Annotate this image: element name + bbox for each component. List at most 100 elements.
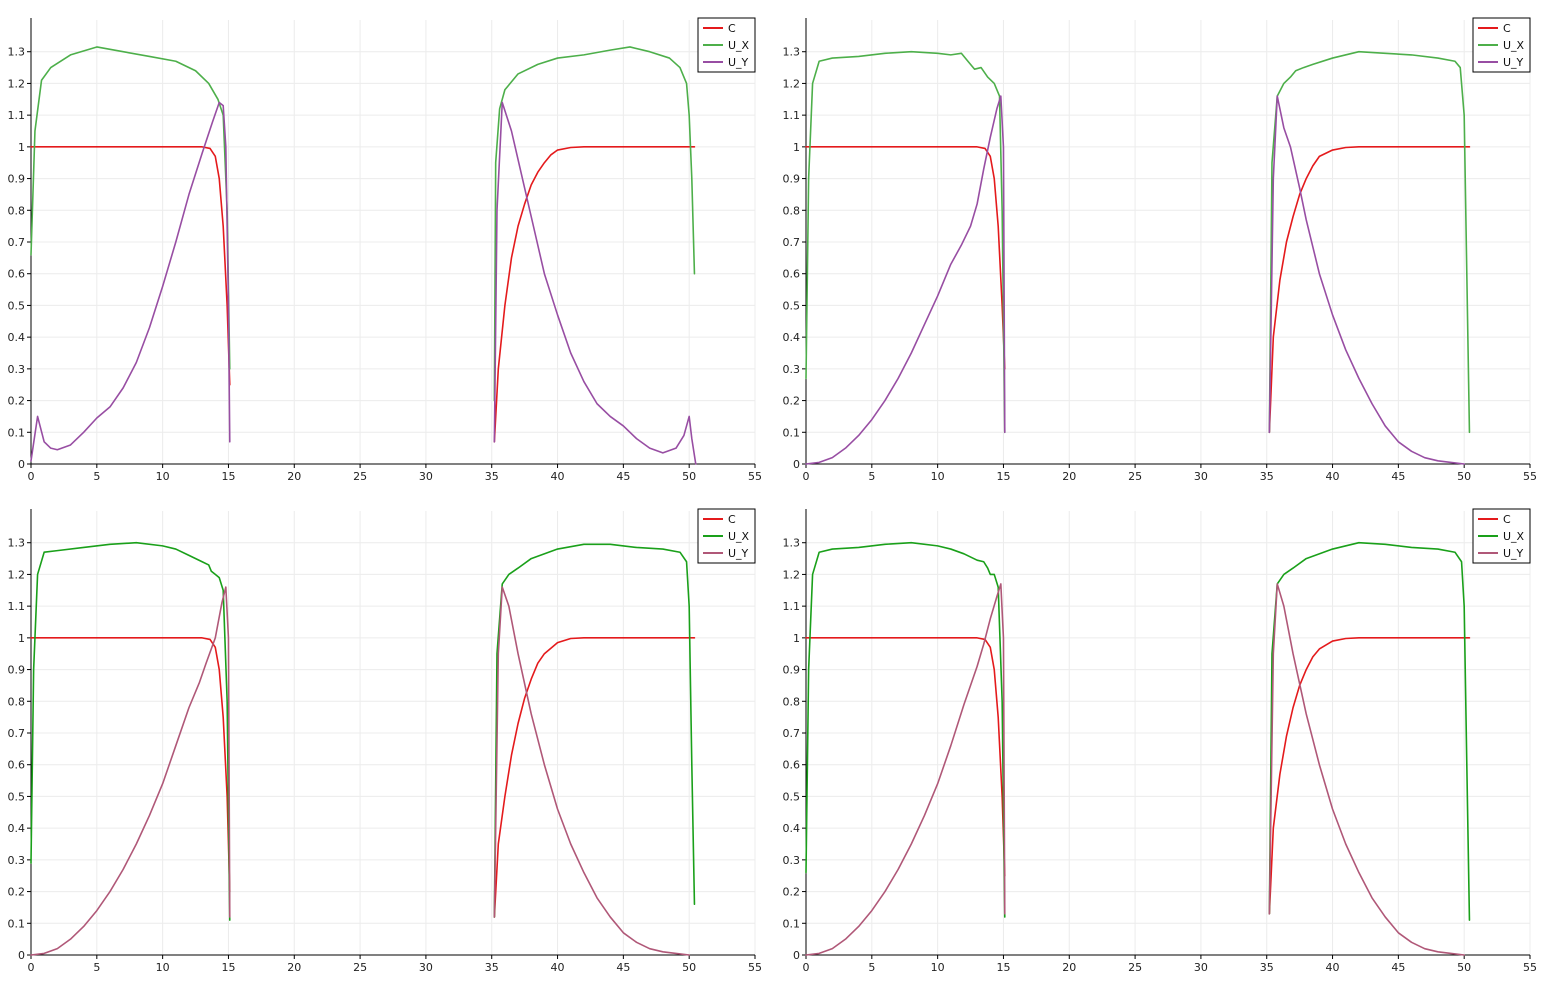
y-tick-label: 0.8 bbox=[783, 695, 801, 708]
y-tick-label: 0.9 bbox=[783, 173, 801, 186]
y-tick-label: 0.4 bbox=[8, 331, 26, 344]
y-tick-label: 0.9 bbox=[8, 664, 26, 677]
series-u-y-line-1 bbox=[30, 586, 231, 956]
legend: C U_X U_Y bbox=[1472, 17, 1531, 73]
y-tick-label: 1.3 bbox=[8, 46, 26, 59]
x-tick-label: 40 bbox=[1326, 470, 1340, 483]
x-tick-label: 55 bbox=[1523, 961, 1537, 974]
y-tick-label: 1 bbox=[793, 141, 800, 154]
y-tick-label: 1.3 bbox=[783, 46, 801, 59]
chart-panel-3: 0 5 10 15 20 25 30 35 40 45 50 55 0 0.1 0.2 0.3 0.4 0.5 0.… bbox=[8, 508, 762, 974]
y-tick-label: 0 bbox=[793, 949, 800, 962]
x-tick-label: 25 bbox=[1128, 961, 1142, 974]
legend: C U_X U_Y bbox=[697, 17, 756, 73]
y-tick-label: 0 bbox=[18, 458, 25, 471]
legend-label: C bbox=[1503, 513, 1511, 526]
y-tick-label: 1.1 bbox=[8, 109, 26, 122]
series-c-line-1 bbox=[805, 637, 1006, 877]
y-tick-label: 1 bbox=[18, 632, 25, 645]
x-tick-label: 45 bbox=[1391, 961, 1405, 974]
y-tick-label: 0.8 bbox=[783, 204, 801, 217]
y-tick-label: 0.7 bbox=[783, 236, 801, 249]
x-tick-label: 40 bbox=[551, 961, 565, 974]
y-tick-label: 1.1 bbox=[783, 109, 801, 122]
y-tick-label: 0.3 bbox=[783, 854, 801, 867]
x-tick-label: 55 bbox=[748, 961, 762, 974]
y-tick-label: 1 bbox=[793, 632, 800, 645]
x-tick-label: 20 bbox=[1062, 961, 1076, 974]
chart-panel-2: 0 5 10 15 20 25 30 35 40 45 50 55 0 0.1 0.2 0.3 0.4 0.5 0.… bbox=[783, 17, 1537, 483]
series-u-y-line-2 bbox=[1268, 583, 1465, 956]
series-c-line-1 bbox=[805, 146, 1006, 370]
y-tick-label: 0.6 bbox=[8, 268, 26, 281]
series-u-x-line-1 bbox=[805, 50, 1006, 434]
y-tick-label: 0.6 bbox=[783, 268, 801, 281]
series-u-y-line-2 bbox=[493, 586, 690, 956]
x-tick-label: 10 bbox=[156, 961, 170, 974]
series-c-line-2 bbox=[493, 146, 696, 443]
legend-label: C bbox=[728, 513, 736, 526]
y-tick-label: 0.8 bbox=[8, 204, 26, 217]
legend-label: U_Y bbox=[1503, 547, 1524, 560]
y-tick-label: 0.7 bbox=[8, 727, 26, 740]
x-tick-label: 0 bbox=[803, 470, 810, 483]
x-tick-label: 25 bbox=[1128, 470, 1142, 483]
y-tick-label: 0.1 bbox=[8, 917, 26, 930]
y-tick-label: 0.4 bbox=[783, 822, 801, 835]
y-tick-label: 0.5 bbox=[8, 790, 26, 803]
x-tick-label: 5 bbox=[93, 470, 100, 483]
x-tick-label: 35 bbox=[485, 961, 499, 974]
series-u-y-line-2 bbox=[493, 101, 697, 465]
legend-label: C bbox=[728, 22, 736, 35]
x-tick-label: 20 bbox=[1062, 470, 1076, 483]
x-tick-label: 5 bbox=[93, 961, 100, 974]
legend-label: U_Y bbox=[728, 56, 749, 69]
series-c-line-2 bbox=[493, 637, 696, 918]
x-tick-label: 20 bbox=[287, 961, 301, 974]
y-tick-label: 0.2 bbox=[8, 395, 26, 408]
x-tick-label: 35 bbox=[485, 470, 499, 483]
x-tick-label: 45 bbox=[616, 961, 630, 974]
x-tick-label: 35 bbox=[1260, 470, 1274, 483]
x-tick-label: 30 bbox=[419, 961, 433, 974]
x-tick-label: 15 bbox=[996, 961, 1010, 974]
x-tick-label: 0 bbox=[803, 961, 810, 974]
x-tick-label: 15 bbox=[221, 470, 235, 483]
y-tick-label: 1.2 bbox=[8, 77, 26, 90]
y-tick-label: 0.7 bbox=[8, 236, 26, 249]
legend-label: U_X bbox=[728, 39, 750, 52]
legend-label: U_X bbox=[1503, 39, 1525, 52]
y-tick-label: 0.5 bbox=[783, 790, 801, 803]
x-tick-label: 10 bbox=[931, 470, 945, 483]
y-tick-label: 0.4 bbox=[8, 822, 26, 835]
y-tick-label: 0 bbox=[18, 949, 25, 962]
series-c-line-1 bbox=[30, 146, 231, 386]
y-tick-label: 0.3 bbox=[8, 854, 26, 867]
legend-label: U_Y bbox=[1503, 56, 1524, 69]
y-tick-label: 0.4 bbox=[783, 331, 801, 344]
y-tick-label: 0.7 bbox=[783, 727, 801, 740]
y-tick-label: 1.3 bbox=[783, 537, 801, 550]
y-tick-label: 0.5 bbox=[783, 299, 801, 312]
x-tick-label: 35 bbox=[1260, 961, 1274, 974]
y-tick-label: 0.8 bbox=[8, 695, 26, 708]
x-tick-label: 20 bbox=[287, 470, 301, 483]
x-tick-label: 25 bbox=[353, 961, 367, 974]
x-tick-label: 25 bbox=[353, 470, 367, 483]
series-c-line-2 bbox=[1268, 637, 1471, 915]
x-tick-label: 40 bbox=[1326, 961, 1340, 974]
legend-label: U_X bbox=[728, 530, 750, 543]
series-u-y-line-1 bbox=[30, 101, 231, 462]
y-tick-label: 1.1 bbox=[8, 600, 26, 613]
legend-label: U_X bbox=[1503, 530, 1525, 543]
series-u-x-line-1 bbox=[805, 541, 1006, 918]
y-tick-label: 0.6 bbox=[783, 759, 801, 772]
x-tick-label: 5 bbox=[868, 470, 875, 483]
x-tick-label: 10 bbox=[156, 470, 170, 483]
y-tick-label: 0.9 bbox=[8, 173, 26, 186]
x-tick-label: 50 bbox=[682, 961, 696, 974]
legend: C U_X U_Y bbox=[697, 508, 756, 564]
y-tick-label: 0.6 bbox=[8, 759, 26, 772]
y-tick-label: 1.1 bbox=[783, 600, 801, 613]
